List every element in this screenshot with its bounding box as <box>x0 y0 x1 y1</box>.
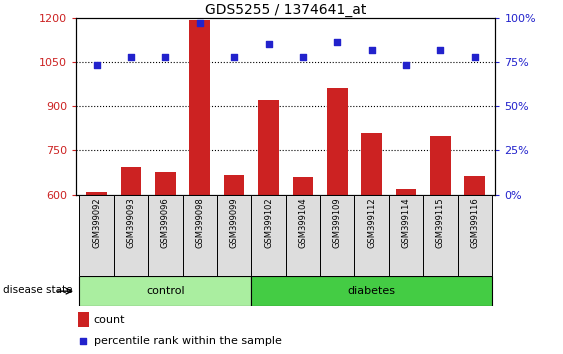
Bar <box>224 175 244 195</box>
Point <box>264 41 273 47</box>
Bar <box>148 195 182 276</box>
Bar <box>458 195 492 276</box>
Bar <box>389 195 423 276</box>
Bar <box>251 195 286 276</box>
Text: GSM399109: GSM399109 <box>333 197 342 248</box>
Bar <box>217 195 251 276</box>
Bar <box>114 195 148 276</box>
Point <box>298 54 307 59</box>
Point <box>79 338 88 344</box>
Bar <box>361 133 382 195</box>
Point <box>195 20 204 26</box>
Bar <box>293 177 313 195</box>
Bar <box>320 195 355 276</box>
Bar <box>120 167 141 195</box>
Text: GSM399112: GSM399112 <box>367 197 376 248</box>
Bar <box>355 195 389 276</box>
Point <box>436 47 445 52</box>
Bar <box>182 195 217 276</box>
Bar <box>78 312 88 327</box>
Text: count: count <box>93 315 125 325</box>
Point <box>367 47 376 52</box>
Point <box>161 54 170 59</box>
Text: GSM399098: GSM399098 <box>195 197 204 248</box>
Text: diabetes: diabetes <box>348 286 396 296</box>
Bar <box>423 195 458 276</box>
Bar <box>79 276 251 306</box>
Point <box>401 63 410 68</box>
Text: GSM399093: GSM399093 <box>127 197 136 248</box>
Bar <box>286 195 320 276</box>
Text: GSM399104: GSM399104 <box>298 197 307 248</box>
Bar <box>251 276 492 306</box>
Text: GSM399114: GSM399114 <box>401 197 410 248</box>
Point <box>230 54 239 59</box>
Text: disease state: disease state <box>3 285 72 295</box>
Text: GSM399096: GSM399096 <box>161 197 170 248</box>
Point <box>92 63 101 68</box>
Point <box>127 54 136 59</box>
Text: GSM399092: GSM399092 <box>92 197 101 248</box>
Bar <box>396 189 417 195</box>
Title: GDS5255 / 1374641_at: GDS5255 / 1374641_at <box>205 3 367 17</box>
Text: GSM399116: GSM399116 <box>470 197 479 248</box>
Bar <box>86 192 107 195</box>
Bar <box>430 136 451 195</box>
Text: control: control <box>146 286 185 296</box>
Text: GSM399102: GSM399102 <box>264 197 273 248</box>
Bar <box>155 172 176 195</box>
Bar <box>464 176 485 195</box>
Bar <box>258 100 279 195</box>
Bar <box>190 20 210 195</box>
Bar <box>79 195 114 276</box>
Text: GSM399115: GSM399115 <box>436 197 445 248</box>
Bar <box>327 88 347 195</box>
Text: GSM399099: GSM399099 <box>230 197 239 248</box>
Text: percentile rank within the sample: percentile rank within the sample <box>93 336 282 346</box>
Point <box>470 54 479 59</box>
Point <box>333 40 342 45</box>
